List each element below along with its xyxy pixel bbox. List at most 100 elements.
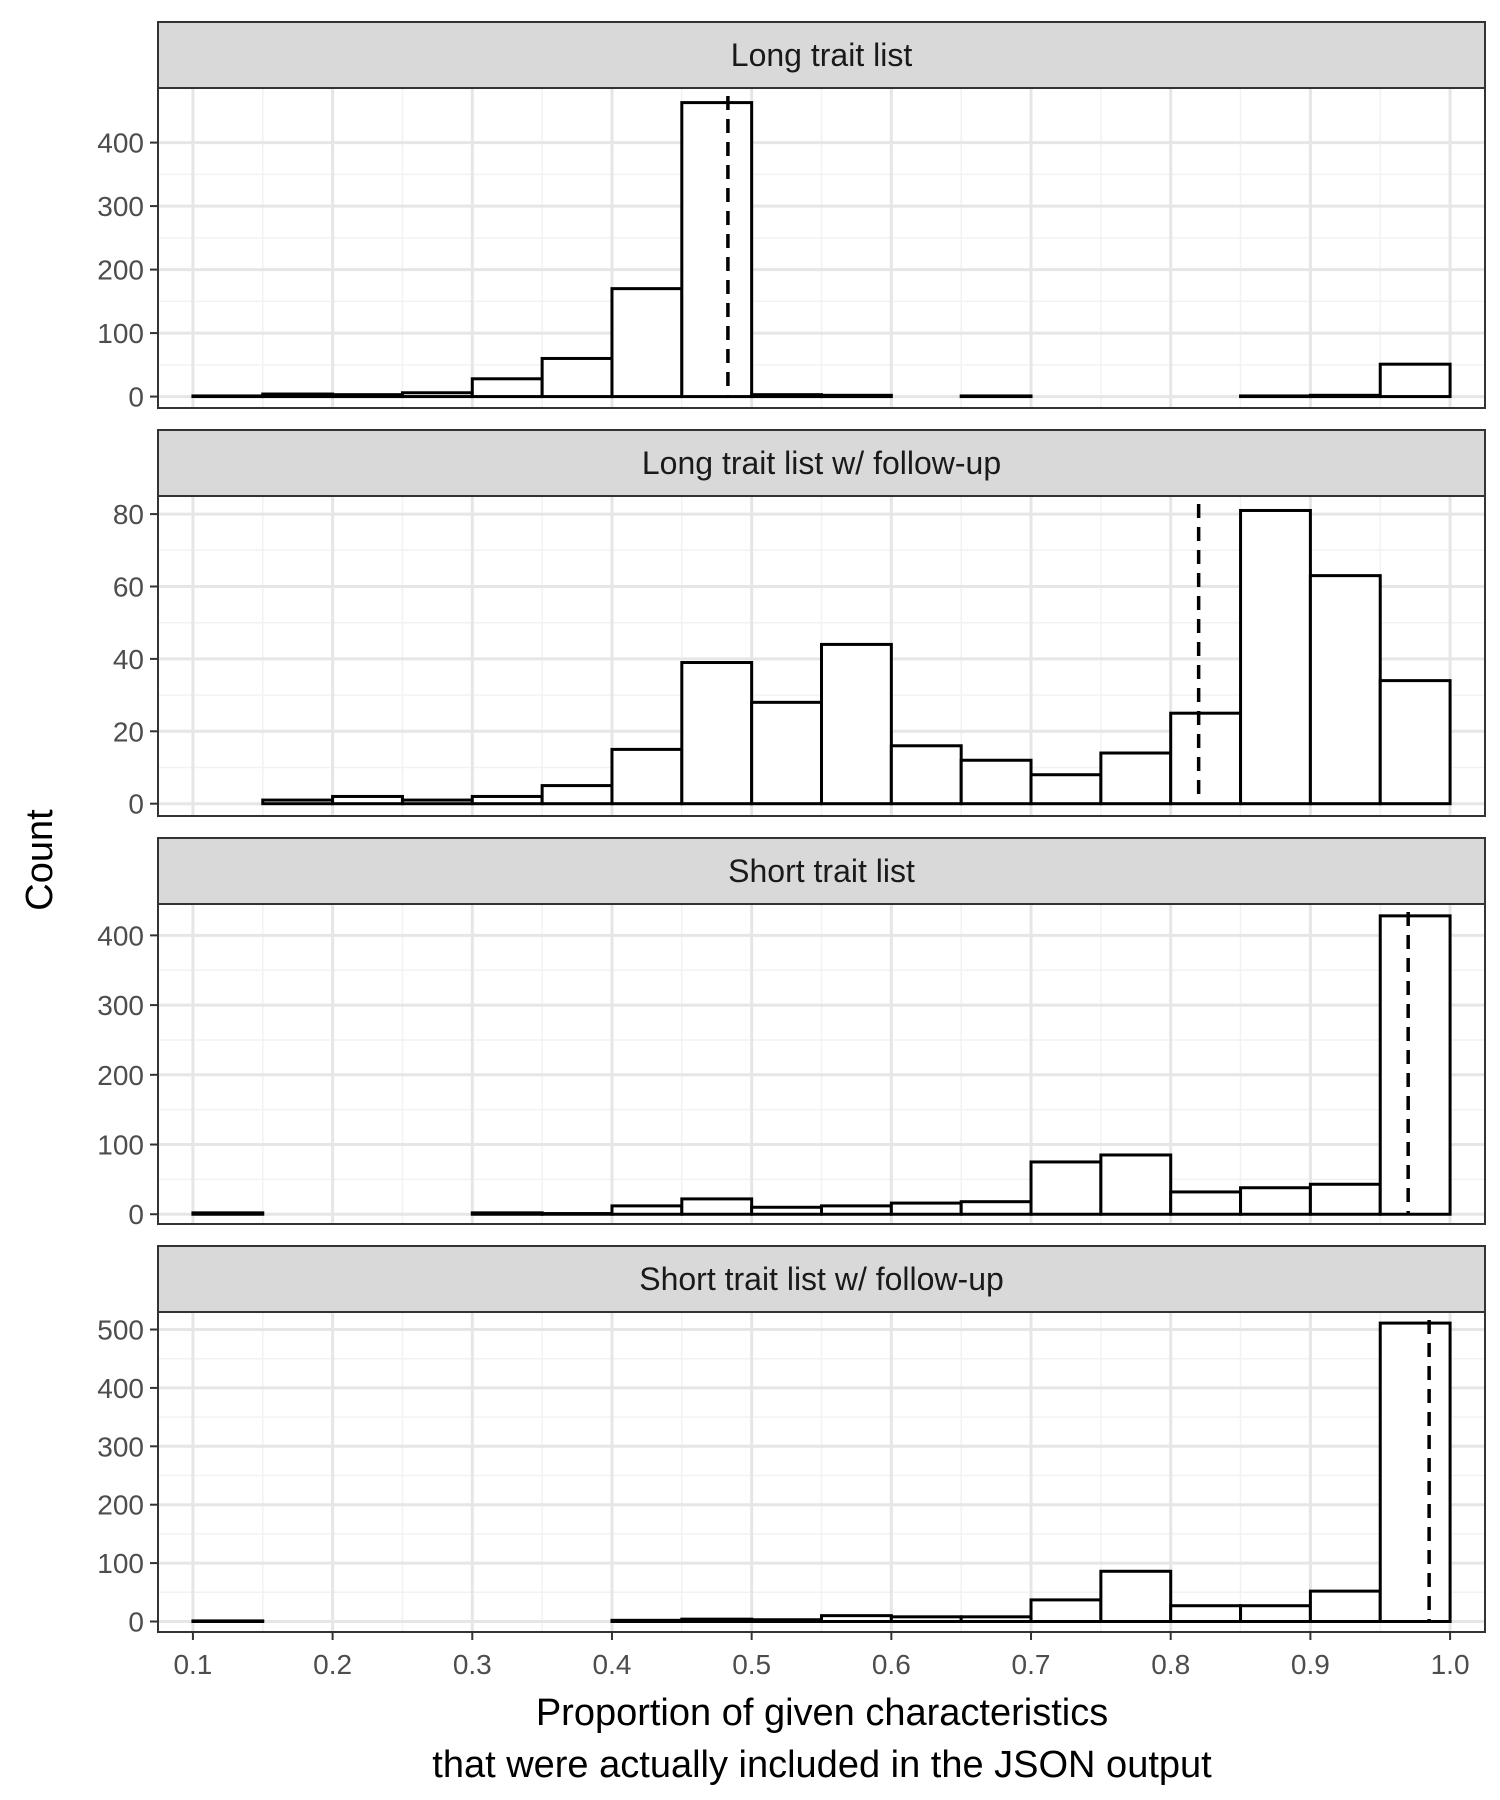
x-tick-label: 0.9 xyxy=(1291,1649,1330,1680)
histogram-bar xyxy=(750,700,823,806)
y-tick-label: 0 xyxy=(128,1199,144,1230)
histogram-bar xyxy=(470,794,544,806)
histogram-bar xyxy=(331,794,404,806)
histogram-bar xyxy=(191,1211,265,1216)
histogram-bar xyxy=(1099,1569,1173,1623)
y-tick-label: 100 xyxy=(97,1130,144,1161)
histogram-bar xyxy=(610,1204,684,1216)
histogram-bar xyxy=(1169,1190,1243,1216)
y-tick-label: 300 xyxy=(97,191,144,222)
histogram-bar xyxy=(680,101,754,399)
y-tick-label: 0 xyxy=(128,1606,144,1637)
histogram-bar xyxy=(1029,1160,1103,1216)
histogram-bar xyxy=(959,394,1033,399)
y-tick-label: 40 xyxy=(113,644,144,675)
x-tick-label: 0.7 xyxy=(1012,1649,1051,1680)
histogram-bar xyxy=(261,798,335,806)
facet-strip xyxy=(157,1245,1486,1313)
x-tick-label: 0.6 xyxy=(872,1649,911,1680)
histogram-bar xyxy=(889,1615,963,1623)
histogram-bar xyxy=(750,1618,823,1623)
histogram-bar xyxy=(1169,711,1243,806)
histogram-bar xyxy=(1169,1604,1243,1623)
histogram-bar xyxy=(610,287,684,399)
histogram-bar xyxy=(889,1201,963,1216)
facet-strip-label: Short trait list w/ follow-up xyxy=(639,1261,1004,1297)
histogram-bar xyxy=(470,1211,544,1216)
histogram-bar xyxy=(540,784,614,806)
facet-strip xyxy=(157,21,1486,89)
histogram-bar xyxy=(1308,1589,1382,1623)
facet-strip xyxy=(157,837,1486,905)
histogram-bar xyxy=(889,744,963,806)
histogram-bar xyxy=(680,1617,754,1623)
histogram-bar xyxy=(1239,1186,1312,1216)
histogram-bar xyxy=(1029,1598,1103,1623)
histogram-bar xyxy=(680,661,754,806)
histogram-bar xyxy=(1239,394,1312,399)
facet-strip-label: Long trait list xyxy=(731,37,913,73)
histogram-bar xyxy=(540,1212,614,1216)
y-tick-label: 0 xyxy=(128,789,144,820)
y-tick-label: 100 xyxy=(97,1548,144,1579)
x-axis-title-line-1: Proportion of given characteristics xyxy=(536,1692,1108,1734)
histogram-bar xyxy=(820,1614,893,1623)
histogram-bar xyxy=(400,798,474,806)
facet-strip xyxy=(157,429,1486,497)
y-tick-label: 200 xyxy=(97,1490,144,1521)
facet-panel-1: Long trait list 0 100 200 300 400 xyxy=(97,21,1486,413)
y-tick-label: 0 xyxy=(128,382,144,413)
x-axis-title-line-2: that were actually included in the JSON … xyxy=(432,1744,1212,1786)
y-tick-label: 80 xyxy=(113,499,144,530)
histogram-bar xyxy=(331,393,404,399)
y-tick-label: 400 xyxy=(97,920,144,951)
facet-strip-label: Short trait list xyxy=(728,853,915,889)
x-tick-label: 0.5 xyxy=(732,1649,771,1680)
x-tick-label: 0.8 xyxy=(1151,1649,1190,1680)
histogram-bar xyxy=(1099,1153,1173,1216)
y-tick-label: 300 xyxy=(97,990,144,1021)
histogram-bar xyxy=(1308,393,1382,399)
x-tick-label: 0.4 xyxy=(593,1649,632,1680)
facet-panel-3: Short trait list 0 100 200 300 400 xyxy=(97,837,1486,1230)
histogram-bar xyxy=(610,747,684,806)
histogram-bar xyxy=(470,377,544,399)
facet-panel-2: Long trait list w/ follow-up 0 20 40 60 80 xyxy=(113,429,1486,820)
histogram-bar xyxy=(610,1618,684,1623)
y-tick-label: 400 xyxy=(97,128,144,159)
histogram-bar xyxy=(959,1200,1033,1216)
histogram-bar xyxy=(191,1619,265,1623)
histogram-bar xyxy=(1308,574,1382,806)
facet-panel-4: Short trait list w/ follow-up 0 100 200 300 4… xyxy=(97,1245,1486,1637)
y-tick-label: 400 xyxy=(97,1373,144,1404)
histogram-bar xyxy=(1378,362,1452,399)
histogram-bar xyxy=(1308,1182,1382,1216)
x-tick-label: 0.1 xyxy=(173,1649,212,1680)
panel-border xyxy=(157,495,1486,817)
panel-border xyxy=(157,87,1486,409)
y-tick-label: 500 xyxy=(97,1315,144,1346)
y-tick-label: 300 xyxy=(97,1431,144,1462)
histogram-bar xyxy=(750,393,823,399)
histogram-bar xyxy=(191,394,265,399)
histogram-bar xyxy=(540,356,614,399)
histogram-bar xyxy=(1239,1604,1312,1623)
histogram-bar xyxy=(400,391,474,399)
histogram-bar xyxy=(820,642,893,806)
y-tick-label: 100 xyxy=(97,318,144,349)
histogram-bar xyxy=(750,1205,823,1216)
y-axis-title: Count xyxy=(19,809,61,911)
x-tick-label: 0.2 xyxy=(313,1649,352,1680)
histogram-bar xyxy=(1029,773,1103,806)
histogram-bar xyxy=(820,1204,893,1216)
histogram-bar xyxy=(1378,1321,1452,1623)
y-tick-label: 200 xyxy=(97,255,144,286)
y-tick-label: 200 xyxy=(97,1060,144,1091)
x-tick-label: 1.0 xyxy=(1431,1649,1470,1680)
x-axis: 0.1 0.2 0.3 0.4 0.5 0.6 0.7 0.8 0.9 1.0 xyxy=(173,1632,1470,1680)
histogram-bar xyxy=(1378,914,1452,1216)
x-tick-label: 0.3 xyxy=(453,1649,492,1680)
histogram-bar xyxy=(820,393,893,399)
